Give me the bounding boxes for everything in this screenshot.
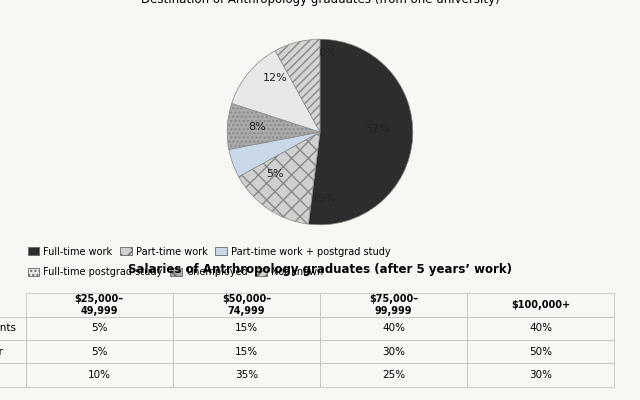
Title: Destination of Anthropology graduates (from one university): Destination of Anthropology graduates (f… bbox=[141, 0, 499, 6]
Text: 5%: 5% bbox=[267, 169, 284, 179]
Legend: Full-time postgrad study, Unemployed, Not known: Full-time postgrad study, Unemployed, No… bbox=[24, 264, 327, 281]
Wedge shape bbox=[308, 39, 413, 225]
Title: Salaries of Antrhropology graduates (after 5 years’ work): Salaries of Antrhropology graduates (aft… bbox=[128, 263, 512, 276]
Wedge shape bbox=[275, 39, 320, 132]
Wedge shape bbox=[227, 103, 320, 149]
Text: 15%: 15% bbox=[312, 194, 337, 204]
Wedge shape bbox=[232, 51, 320, 132]
Text: 8%: 8% bbox=[248, 122, 266, 132]
Wedge shape bbox=[229, 132, 320, 177]
Text: 12%: 12% bbox=[263, 73, 288, 83]
Wedge shape bbox=[239, 132, 320, 224]
Text: 52%: 52% bbox=[365, 124, 390, 134]
Text: 8%: 8% bbox=[319, 48, 336, 58]
